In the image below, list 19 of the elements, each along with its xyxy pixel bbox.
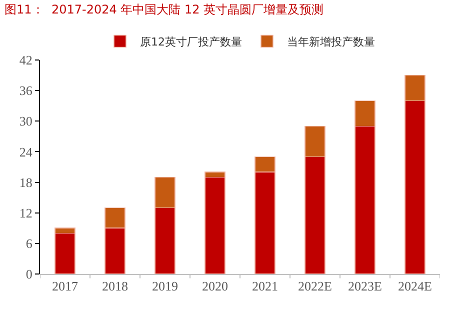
y-tick-label: 12 [19,205,32,220]
y-tick-label: 18 [19,174,32,190]
y-tick-label: 6 [26,236,33,251]
x-tick-label: 2023E [348,278,382,294]
y-tick-label: 36 [19,83,33,98]
legend-label: 当年新增投产数量 [287,36,375,49]
y-tick-label: 24 [19,144,33,160]
y-tick-label: 42 [19,52,32,68]
chart-title: 图11： 2017-2024 年中国大陆 12 英寸晶圆厂增量及预测 [4,2,324,16]
x-tick-label: 2024E [398,278,432,294]
x-tick-label: 2021 [252,278,278,294]
y-tick-label: 30 [19,114,32,129]
x-tick-label: 2017 [52,278,78,294]
x-tick-label: 2020 [202,278,228,294]
x-tick-label: 2019 [152,278,178,294]
x-tick-label: 2018 [102,278,128,294]
legend-label: 原12英寸厂投产数量 [140,36,242,49]
x-tick-label: 2022E [298,278,332,294]
y-tick-label: 0 [26,266,32,282]
